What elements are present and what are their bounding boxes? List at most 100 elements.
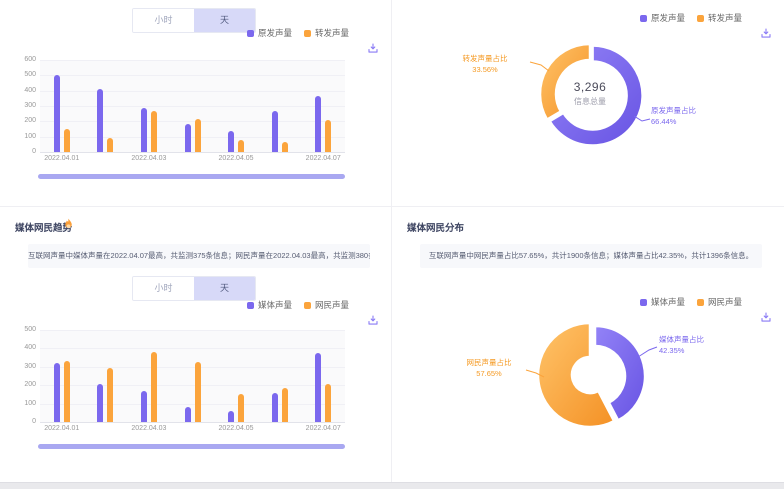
bar-转发声量[interactable] — [281, 142, 288, 152]
grid-line — [40, 106, 345, 107]
chart-scrollbar[interactable] — [38, 174, 345, 179]
donut-chart-media-dist — [392, 207, 784, 482]
page-bottom-strip — [0, 482, 784, 489]
bar-原发声量[interactable] — [184, 123, 191, 152]
legend-media-dist: 媒体声量 网民声量 — [639, 296, 742, 308]
download-icon[interactable] — [367, 41, 379, 53]
donut-slice-媒体声量占比[interactable] — [593, 324, 647, 422]
legend-item-media[interactable]: 媒体声量 — [639, 296, 685, 308]
bar-媒体声量[interactable] — [97, 384, 104, 422]
y-axis-tick: 0 — [32, 148, 36, 155]
legend-item-repost[interactable]: 转发声量 — [696, 12, 742, 24]
bar-网民声量[interactable] — [281, 387, 288, 422]
donut-chart-info-total — [392, 0, 784, 206]
y-axis-tick: 0 — [32, 418, 36, 425]
panel-media-dist: 媒体网民分布 互联网声量中网民声量占比57.65%，共计1900条信息；媒体声量… — [392, 207, 784, 482]
plot-area — [40, 330, 345, 422]
y-axis-tick: 300 — [24, 102, 36, 109]
legend-item-netizen[interactable]: 网民声量 — [696, 296, 742, 308]
legend-item-original[interactable]: 原发声量 — [246, 27, 292, 39]
legend-item-netizen[interactable]: 网民声量 — [303, 299, 349, 311]
legend-info-total: 原发声量 转发声量 — [639, 12, 742, 24]
grid-line — [40, 90, 345, 92]
panel-info-total: 原发声量 转发声量 3,296 信息总量 转发声量占比 33.56% 原发声量占… — [392, 0, 784, 207]
bar-转发声量[interactable] — [107, 138, 114, 152]
label-line — [529, 61, 550, 72]
toggle-hour[interactable]: 小时 — [133, 277, 194, 300]
download-icon[interactable] — [760, 26, 772, 38]
bar-原发声量[interactable] — [97, 89, 104, 152]
bar-网民声量[interactable] — [63, 361, 70, 422]
toggle-day[interactable]: 天 — [194, 9, 255, 32]
x-axis-tick: 2022.04.01 — [44, 425, 80, 432]
x-axis-tick: 2022.04.03 — [131, 155, 167, 162]
bar-媒体声量[interactable] — [315, 353, 322, 422]
time-granularity-toggle: 小时 天 — [132, 8, 256, 33]
legend-label: 网民声量 — [314, 300, 349, 310]
panel-media-trend: 媒体网民趋势 互联网声量中媒体声量在2022.04.07最高，共监测375条信息… — [0, 207, 392, 482]
y-axis-tick: 200 — [24, 381, 36, 389]
donut-slice-转发声量占比[interactable] — [538, 42, 592, 121]
bar-网民声量[interactable] — [107, 367, 114, 422]
grid-line — [40, 60, 345, 61]
legend-marker — [303, 301, 311, 309]
legend-label: 转发声量 — [314, 28, 349, 38]
donut-slice-网民声量占比[interactable] — [536, 321, 616, 429]
bar-转发声量[interactable] — [238, 139, 245, 152]
hot-icon — [62, 218, 75, 231]
legend-marker — [696, 298, 704, 306]
panel-voice-trend: 小时 天 原发声量 转发声量 0 100 200 300 400 500 600 2022.0… — [0, 0, 392, 207]
label-line — [525, 369, 545, 378]
legend-media-trend: 媒体声量 网民声量 — [246, 299, 349, 311]
grid-line — [40, 348, 345, 350]
bar-网民声量[interactable] — [238, 394, 245, 422]
bar-媒体声量[interactable] — [53, 363, 60, 422]
bar-原发声量[interactable] — [228, 131, 235, 152]
y-axis-tick: 500 — [24, 71, 36, 79]
label-line — [637, 346, 658, 358]
bar-网民声量[interactable] — [325, 384, 332, 422]
y-axis-tick: 200 — [24, 117, 36, 125]
grid-line — [40, 422, 345, 423]
chart-scrollbar[interactable] — [38, 444, 345, 449]
bar-媒体声量[interactable] — [228, 410, 235, 422]
legend-marker — [303, 29, 311, 37]
legend-item-repost[interactable]: 转发声量 — [303, 27, 349, 39]
bar-原发声量[interactable] — [140, 108, 147, 152]
bar-媒体声量[interactable] — [271, 393, 278, 422]
bar-转发声量[interactable] — [325, 119, 332, 152]
legend-label: 原发声量 — [650, 13, 685, 23]
bar-原发声量[interactable] — [53, 74, 60, 152]
bar-网民声量[interactable] — [150, 352, 157, 422]
toggle-day[interactable]: 天 — [194, 277, 255, 300]
y-axis-tick: 100 — [24, 132, 36, 140]
panel-description: 互联网声量中网民声量占比57.65%，共计1900条信息；媒体声量占比42.35… — [420, 244, 762, 268]
download-icon[interactable] — [367, 313, 379, 325]
bar-chart-voice-trend: 0 100 200 300 400 500 600 2022.04.01 2022.04.03 2… — [0, 0, 391, 206]
y-axis-tick: 300 — [24, 362, 36, 370]
legend-item-media[interactable]: 媒体声量 — [246, 299, 292, 311]
legend-item-original[interactable]: 原发声量 — [639, 12, 685, 24]
y-axis-tick: 600 — [24, 56, 36, 63]
y-axis-tick: 400 — [24, 344, 36, 352]
legend-label: 网民声量 — [707, 297, 742, 307]
grid-line — [40, 366, 345, 368]
donut-slice-原发声量占比[interactable] — [548, 44, 644, 147]
bar-网民声量[interactable] — [194, 362, 201, 422]
bar-转发声量[interactable] — [194, 119, 201, 152]
bar-转发声量[interactable] — [150, 111, 157, 152]
bar-转发声量[interactable] — [63, 129, 70, 152]
x-axis-tick: 2022.04.05 — [218, 425, 254, 432]
bar-原发声量[interactable] — [271, 110, 278, 152]
legend-marker — [639, 14, 647, 22]
bar-媒体声量[interactable] — [184, 407, 191, 422]
download-icon[interactable] — [760, 310, 772, 322]
toggle-hour[interactable]: 小时 — [133, 9, 194, 32]
legend-marker — [696, 14, 704, 22]
x-axis-tick: 2022.04.05 — [218, 155, 254, 162]
legend-marker — [246, 301, 254, 309]
bar-媒体声量[interactable] — [140, 390, 147, 422]
label-line — [633, 115, 651, 122]
bar-原发声量[interactable] — [315, 96, 322, 152]
